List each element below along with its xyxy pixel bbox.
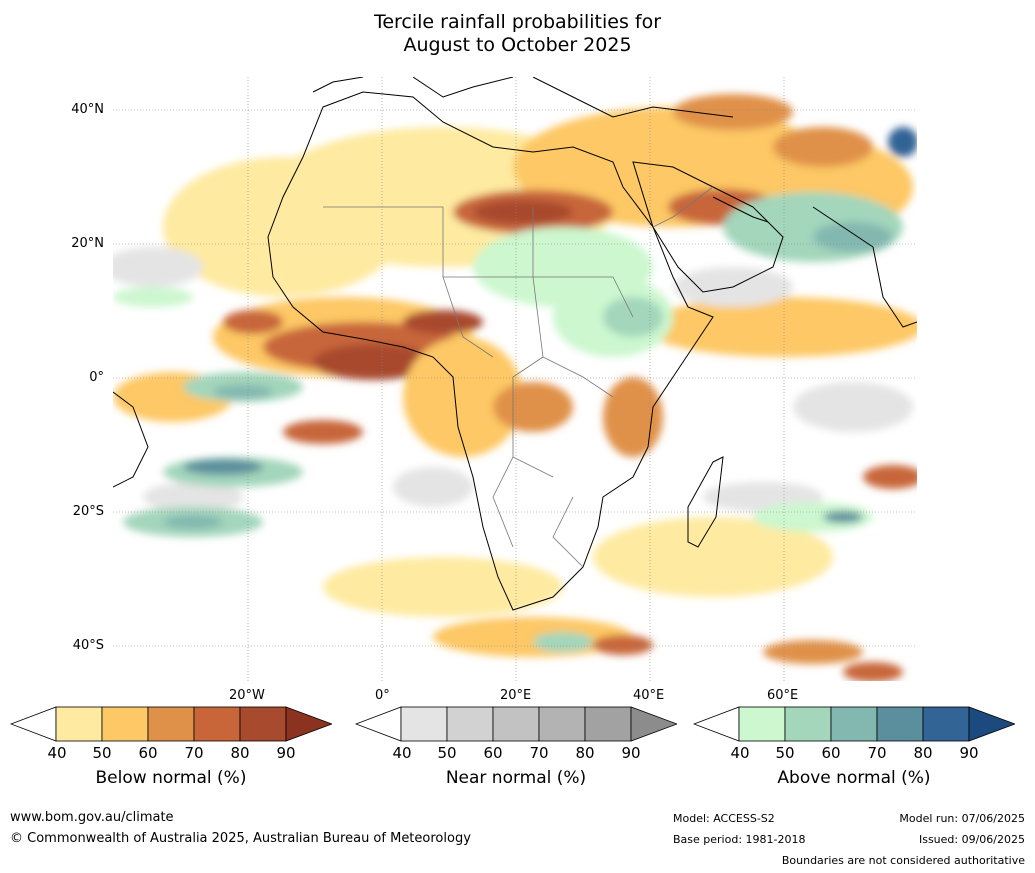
colorbar-near-tick-40: 40 bbox=[392, 744, 412, 762]
coastlines bbox=[113, 77, 917, 611]
colorbar-above-caption: Above normal (%) bbox=[777, 768, 931, 788]
colorbar-segment bbox=[830, 706, 878, 742]
colorbar-extend-low bbox=[10, 706, 57, 742]
colorbar-below-tick-40: 40 bbox=[47, 744, 67, 762]
colorbar-below-tick-60: 60 bbox=[138, 744, 158, 762]
colorbar-near-tick-90: 90 bbox=[621, 744, 641, 762]
footer-issued: Issued: 09/06/2025 bbox=[918, 833, 1025, 846]
footer-model: Model: ACCESS-S2 bbox=[673, 812, 775, 825]
colorbar-extend-high bbox=[630, 706, 677, 742]
map-title-line2: August to October 2025 bbox=[403, 34, 632, 56]
colorbar-below-caption: Below normal (%) bbox=[95, 768, 247, 788]
colorbar-segment bbox=[239, 706, 287, 742]
colorbar-extend-high bbox=[968, 706, 1015, 742]
lat-label-20n: 20°N bbox=[71, 236, 104, 251]
lat-label-0: 0° bbox=[89, 370, 104, 385]
colorbar-below-tick-80: 80 bbox=[230, 744, 250, 762]
graticule bbox=[113, 77, 917, 681]
lon-label-60e: 60°E bbox=[767, 688, 799, 703]
colorbar-above-tick-80: 80 bbox=[913, 744, 933, 762]
colorbar-segment bbox=[538, 706, 586, 742]
lon-label-0: 0° bbox=[375, 688, 390, 703]
colorbar-extend-low bbox=[355, 706, 402, 742]
colorbar-above-tick-90: 90 bbox=[959, 744, 979, 762]
colorbar-segment bbox=[446, 706, 494, 742]
lon-label-20w: 20°W bbox=[229, 688, 265, 703]
colorbar-below-tick-90: 90 bbox=[276, 744, 296, 762]
colorbar-near-normal bbox=[355, 706, 677, 742]
colorbar-segment bbox=[400, 706, 448, 742]
footer-base-period: Base period: 1981-2018 bbox=[673, 833, 806, 846]
colorbar-below-tick-50: 50 bbox=[92, 744, 112, 762]
footer-copyright: © Commonwealth of Australia 2025, Austra… bbox=[10, 831, 471, 846]
footer-model-run: Model run: 07/06/2025 bbox=[899, 812, 1025, 825]
footer-website: www.bom.gov.au/climate bbox=[10, 810, 174, 825]
map-title-line1: Tercile rainfall probabilities for bbox=[373, 11, 662, 33]
colorbar-above-tick-50: 50 bbox=[775, 744, 795, 762]
colorbar-extend-high bbox=[285, 706, 332, 742]
colorbar-above-tick-70: 70 bbox=[867, 744, 887, 762]
colorbar-below-normal bbox=[10, 706, 332, 742]
colorbar-above-normal bbox=[693, 706, 1015, 742]
colorbar-segment bbox=[101, 706, 149, 742]
colorbar-segment bbox=[55, 706, 103, 742]
country-borders bbox=[323, 186, 714, 568]
colorbar-segment bbox=[584, 706, 632, 742]
colorbar-segment bbox=[492, 706, 540, 742]
lon-label-20e: 20°E bbox=[500, 688, 532, 703]
colorbar-near-tick-50: 50 bbox=[437, 744, 457, 762]
rainfall-probability-map bbox=[113, 77, 917, 681]
colorbar-above-tick-60: 60 bbox=[821, 744, 841, 762]
colorbar-below-tick-70: 70 bbox=[184, 744, 204, 762]
colorbar-segment bbox=[738, 706, 786, 742]
colorbar-near-tick-80: 80 bbox=[575, 744, 595, 762]
colorbar-segment bbox=[784, 706, 832, 742]
lon-label-40e: 40°E bbox=[633, 688, 665, 703]
colorbar-near-tick-70: 70 bbox=[529, 744, 549, 762]
colorbar-extend-low bbox=[693, 706, 740, 742]
lat-label-40n: 40°N bbox=[71, 102, 104, 117]
footer-disclaimer: Boundaries are not considered authoritat… bbox=[781, 854, 1025, 867]
lat-label-20s: 20°S bbox=[72, 504, 104, 519]
colorbar-near-tick-60: 60 bbox=[483, 744, 503, 762]
lat-label-40s: 40°S bbox=[72, 638, 104, 653]
colorbar-above-tick-40: 40 bbox=[730, 744, 750, 762]
colorbar-near-caption: Near normal (%) bbox=[445, 768, 587, 788]
colorbar-segment bbox=[193, 706, 241, 742]
colorbar-segment bbox=[922, 706, 970, 742]
colorbar-segment bbox=[876, 706, 924, 742]
colorbar-segment bbox=[147, 706, 195, 742]
